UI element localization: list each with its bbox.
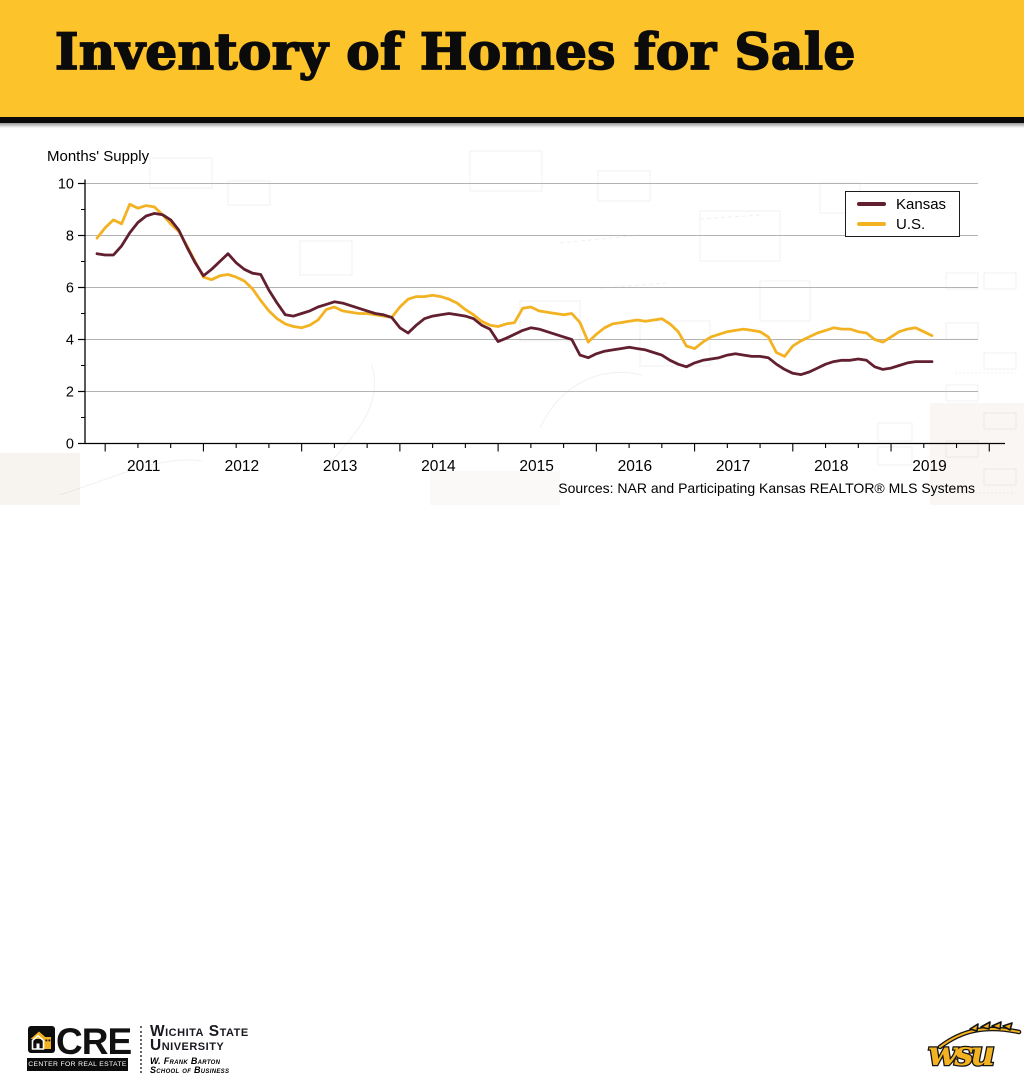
svg-text:2017: 2017	[716, 458, 750, 475]
chart-legend: Kansas U.S.	[845, 191, 960, 237]
svg-text:6: 6	[66, 281, 74, 297]
svg-text:2015: 2015	[519, 458, 553, 475]
y-axis-title: Months' Supply	[47, 148, 150, 165]
legend-item-us: U.S.	[857, 216, 959, 233]
svg-text:2: 2	[66, 385, 74, 401]
cre-tagline-bar: CENTER FOR REAL ESTATE	[27, 1058, 128, 1071]
svg-text:2016: 2016	[618, 458, 652, 475]
title-banner: Inventory of Homes for Sale	[0, 0, 1024, 117]
axes-and-ticks	[78, 179, 1005, 452]
axis-tick-labels: 0 2 4 6 8 10 2011 2012 2013 2014 2015 2016 2017 2018 2…	[58, 177, 947, 476]
gridlines	[85, 183, 978, 392]
slide-title: Inventory of Homes for Sale	[54, 22, 856, 81]
cre-logo-text: CRE	[56, 1021, 132, 1062]
svg-text:4: 4	[66, 333, 74, 349]
svg-text:10: 10	[58, 177, 74, 193]
barton-line1: W. Frank Barton	[150, 1056, 221, 1066]
university-wordmark: Wichita State University W. Frank Barton…	[150, 1023, 249, 1074]
barton-school-wordmark: W. Frank Barton School of Business	[150, 1057, 249, 1074]
svg-text:8: 8	[66, 229, 74, 245]
barton-line2: School of Business	[150, 1064, 230, 1075]
svg-text:2012: 2012	[225, 458, 259, 475]
wsu-monogram-text: wsu	[928, 1034, 993, 1073]
data-series-lines	[95, 202, 934, 377]
svg-text:2019: 2019	[912, 458, 946, 475]
kansas-line-swatch	[857, 202, 886, 206]
svg-text:2011: 2011	[127, 458, 160, 475]
title-divider-rule	[0, 117, 1024, 128]
legend-item-kansas: Kansas	[857, 196, 959, 213]
legend-label-kansas: Kansas	[896, 195, 947, 213]
svg-text:2018: 2018	[814, 458, 848, 475]
map-watermark	[59, 150, 1017, 496]
inventory-line-chart: 0 2 4 6 8 10 2011 2012 2013 2014 2015 2016 2017 2018 2…	[0, 150, 1024, 505]
source-note: Sources: NAR and Participating Kansas RE…	[558, 480, 975, 496]
map-watermark-tint	[0, 403, 1024, 505]
cre-house-icon	[28, 1026, 55, 1053]
university-line1: Wichita State	[150, 1023, 249, 1040]
wsu-wheat-logo: wsu	[927, 1021, 1022, 1073]
svg-text:2014: 2014	[421, 458, 456, 475]
legend-label-us: U.S.	[896, 215, 926, 233]
logo-divider	[140, 1026, 142, 1073]
svg-text:0: 0	[66, 437, 74, 453]
svg-text:2013: 2013	[323, 458, 357, 475]
university-line2: University	[150, 1037, 225, 1054]
us-line-swatch	[857, 222, 886, 226]
footer: CRE CENTER FOR REAL ESTATE Wichita State…	[0, 505, 1024, 1074]
